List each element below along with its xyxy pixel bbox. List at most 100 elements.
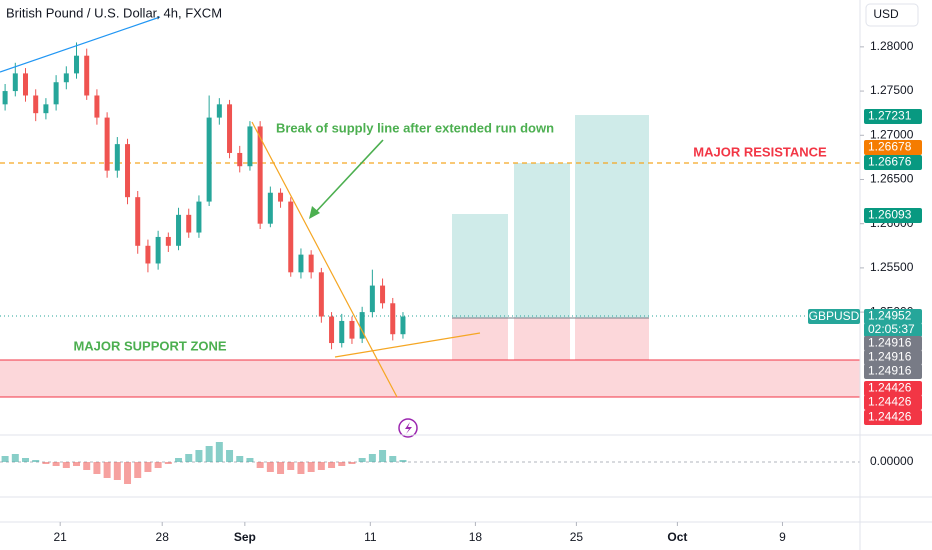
- osc-bar: [22, 458, 30, 462]
- price-label: 1.24426: [868, 381, 912, 395]
- candle-body: [165, 236, 171, 246]
- osc-bar: [205, 446, 213, 462]
- arrow-head: [309, 206, 320, 219]
- osc-bar: [317, 462, 325, 470]
- candle-body: [43, 104, 49, 114]
- y-tick-label: 1.26500: [870, 172, 914, 186]
- osc-bar: [83, 462, 91, 470]
- osc-bar: [175, 458, 183, 462]
- chart-title: British Pound / U.S. Dollar, 4h, FXCM: [6, 5, 222, 20]
- candle-body: [206, 117, 212, 202]
- arrow: [311, 139, 384, 217]
- event-icon-bolt: [405, 422, 412, 434]
- price-label: 1.27231: [868, 109, 912, 123]
- support-zone: [0, 360, 860, 397]
- y-tick-label: 1.28000: [870, 39, 914, 53]
- trend-line: [0, 16, 161, 73]
- osc-bar: [144, 462, 152, 472]
- candle-body: [329, 316, 335, 344]
- candle-body: [12, 73, 18, 92]
- symbol-label-bg: [808, 309, 860, 324]
- osc-bar: [185, 454, 193, 462]
- candle-body: [288, 201, 294, 273]
- price-label: 1.24916: [868, 350, 912, 364]
- x-tick-label: 9: [779, 530, 786, 544]
- candle-body: [298, 254, 304, 273]
- price-label-bg: [864, 109, 922, 124]
- osc-bar: [256, 462, 264, 468]
- candle-body: [369, 285, 375, 313]
- price-label-bg: [864, 381, 922, 396]
- osc-bar: [32, 460, 40, 462]
- osc-bar: [1, 456, 9, 462]
- price-label-bg: [864, 336, 922, 351]
- osc-bar: [11, 454, 19, 462]
- price-label: 1.24952: [868, 309, 912, 323]
- osc-bar: [358, 458, 366, 462]
- price-label-bg: [864, 395, 922, 410]
- osc-bar: [266, 462, 274, 472]
- osc-bar: [277, 462, 285, 474]
- price-label: 02:05:37: [868, 322, 915, 336]
- candle-body: [155, 236, 161, 264]
- currency-button[interactable]: [865, 3, 919, 27]
- candle-body: [196, 201, 202, 233]
- osc-bar: [124, 462, 132, 484]
- osc-bar: [154, 462, 162, 468]
- osc-bar: [73, 462, 81, 466]
- osc-bar: [93, 462, 101, 474]
- candle-body: [318, 272, 324, 317]
- candle-body: [257, 126, 263, 224]
- currency[interactable]: USD: [873, 7, 899, 21]
- osc-bar: [42, 462, 50, 464]
- price-label-bg: [864, 155, 922, 170]
- osc-bar: [134, 462, 142, 478]
- osc-bar: [338, 462, 346, 466]
- candle-body: [359, 312, 365, 339]
- price-label-bg: [864, 323, 922, 337]
- price-label-bg: [864, 309, 922, 324]
- osc-bar: [113, 462, 121, 480]
- candle-body: [33, 95, 39, 114]
- osc-bar: [103, 462, 111, 478]
- target-box: [575, 115, 649, 318]
- osc-bar: [368, 454, 376, 462]
- candle-body: [186, 214, 192, 233]
- price-label-bg: [864, 140, 922, 155]
- support-line: [334, 332, 481, 358]
- osc-bar: [164, 462, 172, 464]
- candle-body: [247, 126, 253, 167]
- candle-body: [145, 245, 151, 264]
- candle-body: [339, 320, 345, 344]
- price-label: 1.26676: [868, 155, 912, 169]
- price-label: 1.24426: [868, 395, 912, 409]
- osc-bar: [226, 450, 234, 462]
- candle-body: [278, 192, 284, 202]
- candle-body: [63, 73, 69, 83]
- candle-body: [267, 192, 273, 224]
- target-box: [514, 163, 570, 318]
- osc-bar: [246, 458, 254, 462]
- drawings-front: Break of supply line after extended run …: [0, 16, 827, 438]
- y-tick-label: 1.27000: [870, 127, 914, 141]
- candle-body: [114, 144, 120, 171]
- osc-bar: [62, 462, 70, 468]
- x-tick-label: 18: [469, 530, 483, 544]
- candle-body: [23, 73, 29, 96]
- drawings-back: [0, 115, 860, 463]
- candle-body: [176, 214, 182, 246]
- event-icon[interactable]: [398, 418, 418, 438]
- candle-body: [308, 254, 314, 273]
- candle-body: [216, 104, 222, 118]
- candle-body: [237, 152, 243, 167]
- candle-body: [94, 95, 100, 118]
- y-tick-label: 0.00000: [870, 454, 914, 468]
- candle-body: [227, 104, 233, 153]
- candle-body: [400, 316, 406, 335]
- price-label-bg: [864, 410, 922, 425]
- stop-box: [452, 318, 508, 360]
- y-tick-label: 1.25500: [870, 260, 914, 274]
- candle-body: [84, 55, 90, 96]
- osc-bar: [236, 456, 244, 462]
